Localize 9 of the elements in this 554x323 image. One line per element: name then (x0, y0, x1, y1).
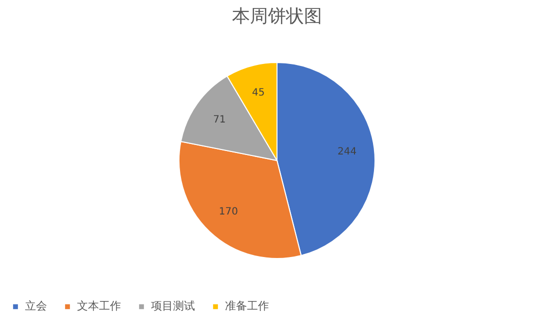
legend-label: 文本工作 (77, 300, 121, 313)
legend-label: 立会 (25, 300, 47, 313)
legend-label: 项目测试 (151, 300, 195, 313)
data-label: 45 (252, 87, 265, 98)
chart-title: 本周饼状图 (232, 6, 322, 27)
data-label: 170 (218, 206, 238, 218)
data-label: 71 (213, 114, 226, 126)
data-label: 244 (337, 146, 357, 158)
legend-label: 准备工作 (225, 300, 269, 313)
